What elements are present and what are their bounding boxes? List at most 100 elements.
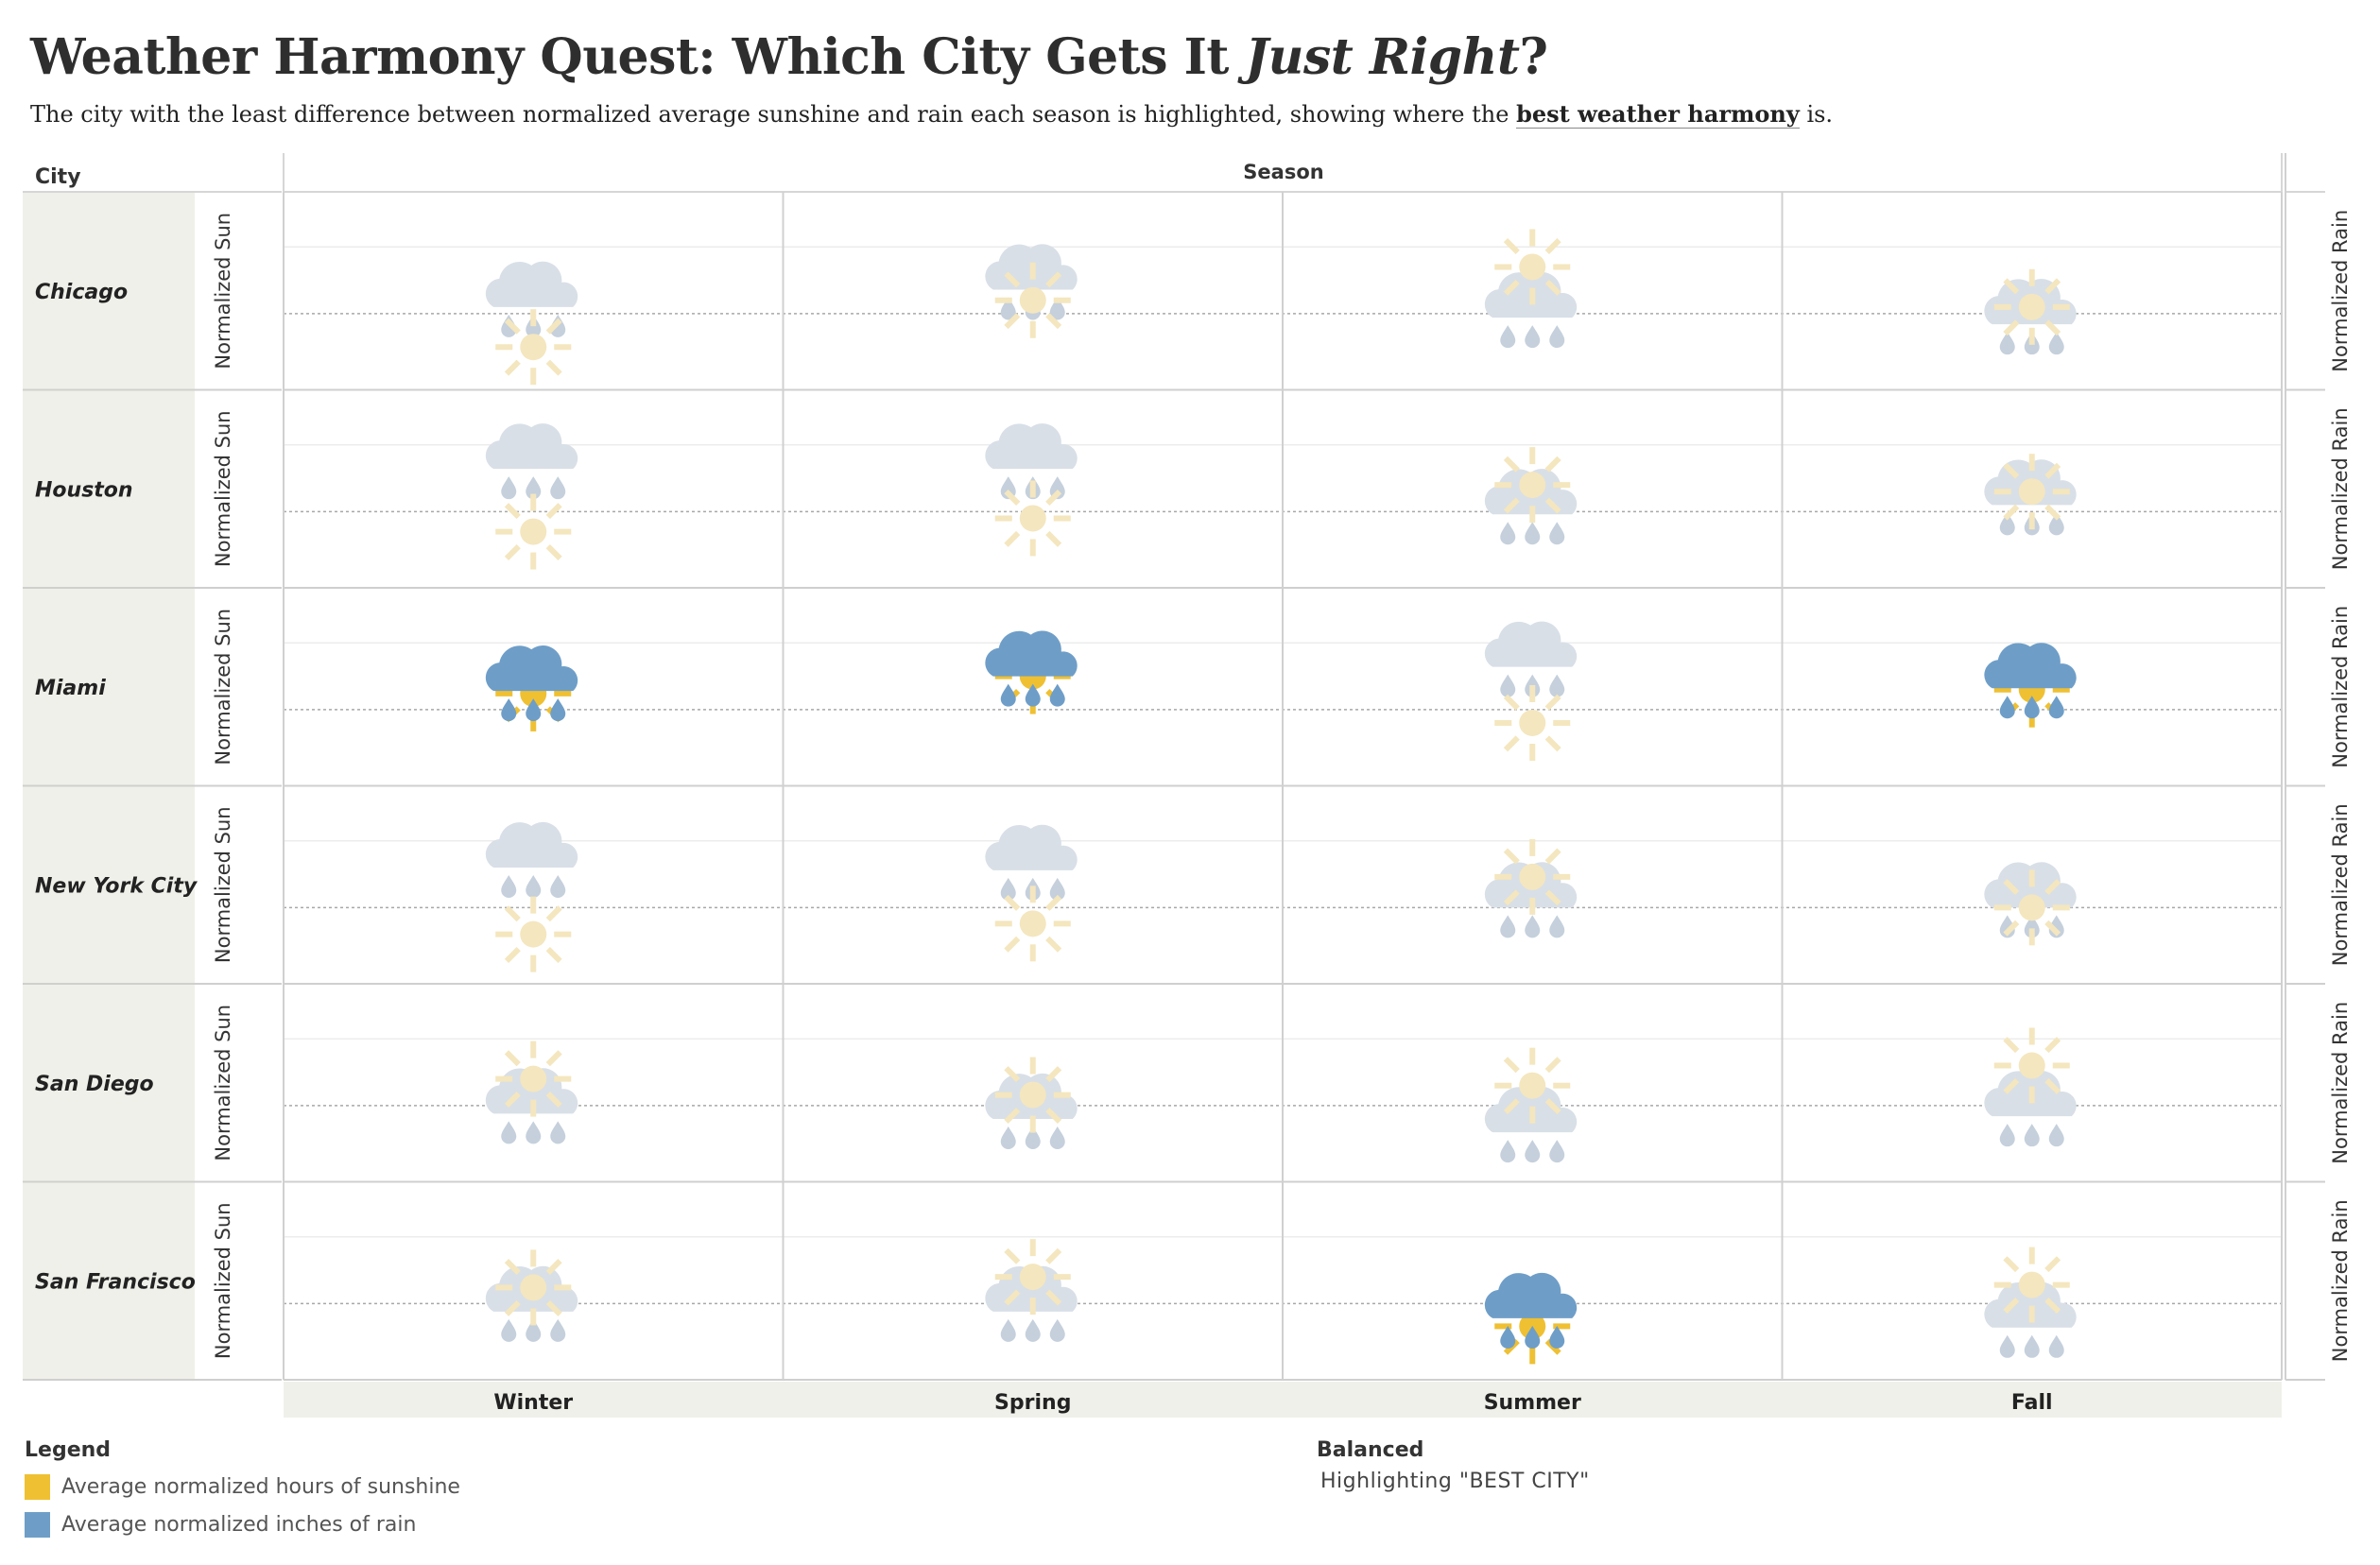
rain-drop [501, 1318, 517, 1342]
sun-ray [2003, 920, 2020, 937]
city-band-0 [23, 193, 195, 389]
rain-drop [1025, 683, 1041, 707]
rain-drop [1000, 1318, 1016, 1342]
sun-ray [2003, 462, 2020, 479]
cloud-shape [485, 423, 578, 470]
cloud-shape [485, 261, 578, 307]
sun-ray [504, 359, 521, 376]
cell-0-3 [1984, 268, 2077, 355]
sun-ray [1045, 530, 1062, 547]
cloud-shape [485, 821, 578, 868]
cloud-shape [985, 630, 1078, 677]
rain-drop [501, 698, 517, 722]
sun-ray [1004, 1289, 1021, 1306]
grid-layer [23, 153, 2325, 1418]
left-axis-label-5: Normalized Sun [212, 1202, 234, 1359]
cell-2-3 [1984, 643, 2077, 728]
sun-icon [495, 896, 572, 972]
sun-core [1019, 505, 1046, 532]
rain-drop [1500, 522, 1516, 545]
cloud-shape [1984, 1281, 2077, 1328]
rain-drop [1049, 1126, 1065, 1149]
sun-ray [1544, 1057, 1561, 1074]
rain-cloud-icon [1484, 1272, 1578, 1349]
sun-core [1019, 910, 1046, 937]
sun-ray [1503, 238, 1520, 255]
sun-ray [2003, 1298, 2020, 1315]
rain-drop [1549, 915, 1565, 938]
rain-drop [1025, 1126, 1041, 1149]
sun-ray [504, 1299, 521, 1316]
sun-ray [1004, 894, 1021, 911]
city-label-3: New York City [35, 874, 198, 898]
rain-cloud-icon [1984, 1071, 2077, 1147]
sun-icon [1993, 1027, 2070, 1104]
sun-icon [1993, 268, 2070, 345]
sun-ray [545, 318, 562, 335]
city-band-5 [23, 1182, 195, 1379]
sun-ray [2044, 504, 2061, 521]
city-band-4 [23, 985, 195, 1181]
sun-ray [1503, 497, 1520, 514]
sun-core [520, 334, 547, 361]
legend-label-rain: Average normalized inches of rain [61, 1512, 417, 1537]
season-label-1: Spring [994, 1391, 1071, 1415]
sun-ray [1004, 1066, 1021, 1083]
sun-ray [2003, 278, 2020, 295]
rain-drop [2024, 915, 2040, 938]
sun-ray [545, 1050, 562, 1067]
sun-ray [1004, 313, 1021, 330]
rain-drop [1500, 1325, 1516, 1349]
sun-ray [545, 905, 562, 922]
cell-4-1 [985, 1057, 1078, 1149]
sun-ray [2044, 462, 2061, 479]
sun-ray [1544, 497, 1561, 514]
rain-drop [1525, 325, 1541, 349]
sun-icon [1494, 685, 1571, 761]
rain-drop [1049, 877, 1065, 901]
rain-drop [1549, 1140, 1565, 1163]
sun-ray [504, 543, 521, 560]
sun-ray [2044, 920, 2061, 937]
rain-drop [550, 1318, 566, 1342]
cell-1-1 [985, 423, 1078, 557]
sun-ray [1503, 1098, 1520, 1115]
sun-ray [1503, 848, 1520, 865]
rain-cloud-icon [485, 423, 578, 500]
sun-ray [1544, 1098, 1561, 1115]
city-label-1: Houston [35, 478, 133, 502]
title-emphasis: Just Right [1245, 28, 1520, 86]
rain-drop [1525, 915, 1541, 938]
cell-2-1 [985, 630, 1078, 714]
sun-ray [1004, 936, 1021, 953]
cell-1-2 [1484, 447, 1578, 545]
sun-core [1519, 863, 1546, 890]
rain-drop [1999, 1334, 2015, 1358]
rain-drop [526, 1121, 542, 1144]
sun-ray [1045, 313, 1062, 330]
sun-ray [1544, 456, 1561, 473]
city-label-2: Miami [35, 677, 106, 700]
sun-icon [994, 1057, 1071, 1133]
season-band [284, 1382, 2282, 1418]
sun-core [520, 920, 547, 948]
sun-ray [2044, 319, 2061, 336]
cloud-shape [485, 645, 578, 692]
sun-icon [994, 886, 1071, 962]
sun-ray [504, 947, 521, 964]
left-axis-label-2: Normalized Sun [212, 609, 234, 765]
rain-drop [550, 476, 566, 500]
rain-drop [1000, 877, 1016, 901]
right-axis-label-2: Normalized Rain [2329, 606, 2352, 768]
rain-drop [1999, 512, 2015, 536]
sun-ray [504, 905, 521, 922]
sun-ray [1503, 1057, 1520, 1074]
cell-2-2 [1484, 621, 1578, 761]
chart-title: Weather Harmony Quest: Which City Gets I… [30, 28, 1548, 86]
rain-drop [1500, 1140, 1516, 1163]
cell-3-0 [485, 821, 578, 972]
label-layer: City Season Chicago Normalized Sun Normali… [35, 161, 2352, 1415]
rain-drop [1000, 1126, 1016, 1149]
sun-core [520, 1065, 547, 1092]
sun-ray [1503, 456, 1520, 473]
